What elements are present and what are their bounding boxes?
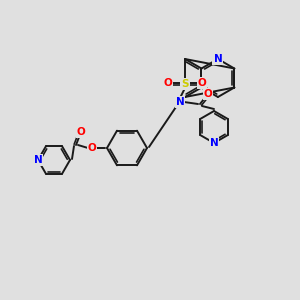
Text: N: N	[34, 155, 42, 165]
Text: O: O	[164, 78, 172, 88]
Text: S: S	[181, 79, 189, 89]
Text: O: O	[204, 89, 212, 99]
Text: O: O	[76, 127, 85, 137]
Text: O: O	[198, 78, 206, 88]
Text: O: O	[88, 143, 96, 153]
Text: N: N	[214, 54, 222, 64]
Text: N: N	[176, 97, 184, 107]
Text: N: N	[210, 138, 218, 148]
